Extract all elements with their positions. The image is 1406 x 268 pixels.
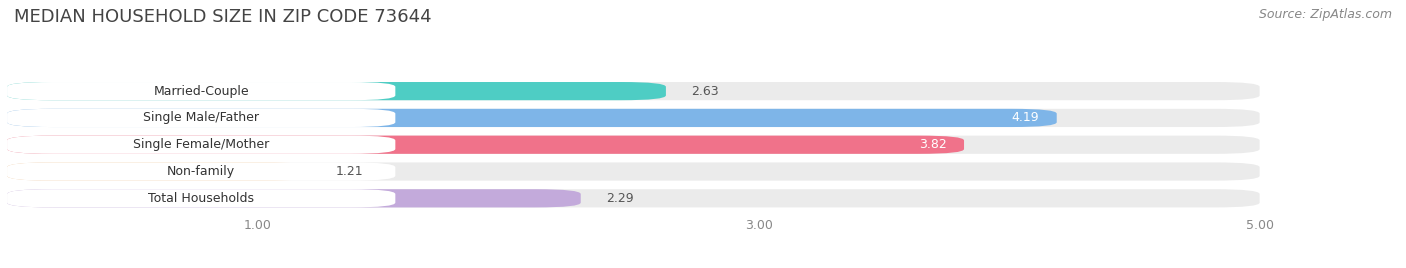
Text: Single Male/Father: Single Male/Father xyxy=(143,111,259,124)
Text: 2.29: 2.29 xyxy=(606,192,634,205)
FancyBboxPatch shape xyxy=(7,189,581,207)
FancyBboxPatch shape xyxy=(7,82,395,100)
Text: Source: ZipAtlas.com: Source: ZipAtlas.com xyxy=(1258,8,1392,21)
FancyBboxPatch shape xyxy=(7,189,395,207)
Text: 3.82: 3.82 xyxy=(918,138,946,151)
FancyBboxPatch shape xyxy=(7,82,1260,100)
FancyBboxPatch shape xyxy=(7,82,666,100)
FancyBboxPatch shape xyxy=(7,109,395,127)
Text: Total Households: Total Households xyxy=(148,192,254,205)
FancyBboxPatch shape xyxy=(7,136,395,154)
FancyBboxPatch shape xyxy=(7,162,1260,181)
FancyBboxPatch shape xyxy=(7,136,965,154)
FancyBboxPatch shape xyxy=(7,189,1260,207)
Text: MEDIAN HOUSEHOLD SIZE IN ZIP CODE 73644: MEDIAN HOUSEHOLD SIZE IN ZIP CODE 73644 xyxy=(14,8,432,26)
FancyBboxPatch shape xyxy=(7,162,311,181)
Text: Single Female/Mother: Single Female/Mother xyxy=(134,138,270,151)
Text: 2.63: 2.63 xyxy=(690,85,718,98)
Text: Non-family: Non-family xyxy=(167,165,235,178)
Text: Married-Couple: Married-Couple xyxy=(153,85,249,98)
Text: 1.21: 1.21 xyxy=(335,165,363,178)
FancyBboxPatch shape xyxy=(7,109,1057,127)
FancyBboxPatch shape xyxy=(7,109,1260,127)
Text: 4.19: 4.19 xyxy=(1011,111,1039,124)
FancyBboxPatch shape xyxy=(7,136,1260,154)
FancyBboxPatch shape xyxy=(7,162,395,181)
